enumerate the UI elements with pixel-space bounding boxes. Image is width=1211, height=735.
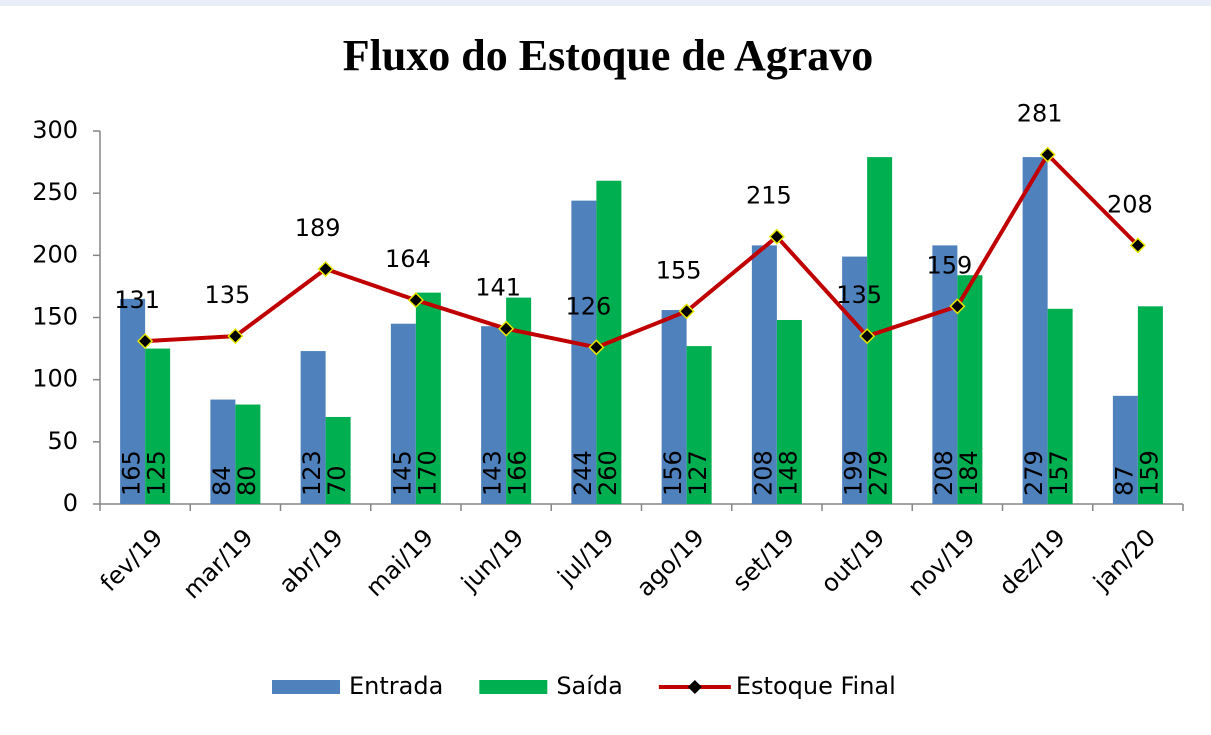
legend-label: Saída <box>556 672 623 700</box>
bar <box>1137 306 1163 504</box>
bar-value-label: 208 <box>749 450 777 496</box>
bar-value-label: 165 <box>118 450 146 496</box>
y-tick-label: 100 <box>32 365 78 393</box>
bar <box>120 298 146 504</box>
bar-value-label: 279 <box>865 450 893 496</box>
bar-value-label: 80 <box>233 465 261 496</box>
line-value-label: 135 <box>836 281 882 309</box>
x-tick-label: jun/19 <box>455 523 529 597</box>
bar <box>776 319 802 504</box>
y-tick-label: 0 <box>63 489 78 517</box>
legend-label: Estoque Final <box>736 672 896 700</box>
line-value-label: 131 <box>114 286 160 314</box>
line-marker <box>317 260 334 278</box>
line-value-label: 208 <box>1107 190 1153 218</box>
top-strip <box>0 0 1211 6</box>
bar-value-label: 159 <box>1135 450 1163 496</box>
line-value-label: 215 <box>746 182 792 210</box>
line-marker <box>588 339 605 356</box>
bar <box>325 416 351 504</box>
line-value-label: 281 <box>1017 100 1063 128</box>
bar <box>235 404 261 504</box>
bar-value-label: 84 <box>208 465 236 496</box>
legend-swatch <box>479 680 548 694</box>
bar-value-label: 156 <box>659 450 687 496</box>
line-value-label: 189 <box>295 214 341 242</box>
line <box>145 152 1140 350</box>
bar-value-label: 170 <box>413 450 441 496</box>
bar <box>481 326 507 504</box>
line-value-label: 126 <box>565 292 611 320</box>
line-marker <box>1129 237 1146 254</box>
bar <box>661 310 687 504</box>
bar-value-label: 70 <box>323 465 351 496</box>
line-value-label: 141 <box>475 274 521 302</box>
bar-value-label: 125 <box>143 450 171 496</box>
y-tick-label: 200 <box>32 240 78 268</box>
legend-swatch <box>272 680 340 694</box>
bar-value-label: 244 <box>569 450 597 496</box>
line-marker <box>949 298 966 315</box>
x-tick-label: jan/20 <box>1087 523 1161 597</box>
bar <box>686 346 712 504</box>
line-marker <box>859 328 876 345</box>
line-value-label: 135 <box>204 281 250 309</box>
bar <box>1022 157 1048 505</box>
line-value-label: 155 <box>656 256 702 284</box>
bar <box>571 200 597 505</box>
x-tick-label: abr/19 <box>274 523 349 598</box>
bar-value-label: 145 <box>388 450 416 496</box>
x-tick-label: nov/19 <box>902 523 980 601</box>
line-marker <box>768 228 785 245</box>
bar-value-label: 127 <box>684 450 712 496</box>
bar <box>145 348 171 504</box>
bar-value-label: 157 <box>1045 450 1073 496</box>
bar-value-label: 123 <box>298 450 326 496</box>
line-marker <box>227 328 244 345</box>
chart-title: Fluxo do Estoque de Agravo <box>343 31 874 80</box>
bar <box>210 399 236 504</box>
bar <box>415 292 441 504</box>
bar <box>842 256 868 504</box>
line-value-label: 159 <box>926 251 972 279</box>
bar-value-label: 279 <box>1020 450 1048 496</box>
line-marker <box>407 292 424 309</box>
x-tick-label: out/19 <box>815 523 890 598</box>
line-marker <box>498 320 515 337</box>
bar-value-label: 87 <box>1110 465 1138 496</box>
bar-value-label: 148 <box>774 450 802 496</box>
y-tick-label: 250 <box>32 178 78 206</box>
legend-marker <box>687 680 702 694</box>
line-marker <box>137 333 154 350</box>
x-tick-label: mar/19 <box>178 523 259 604</box>
bar <box>300 351 326 504</box>
bar <box>1047 308 1073 504</box>
x-tick-label: dez/19 <box>994 523 1071 600</box>
line-marker <box>1039 146 1056 163</box>
line-marker <box>678 303 695 320</box>
line-value-label: 164 <box>385 245 431 273</box>
bar-value-label: 166 <box>504 450 532 496</box>
bar-value-label: 199 <box>840 450 868 496</box>
bar <box>932 245 958 505</box>
bar-value-label: 184 <box>955 450 983 496</box>
x-tick-label: set/19 <box>727 523 800 596</box>
bar <box>390 323 416 504</box>
y-tick-label: 300 <box>32 116 78 144</box>
y-tick-label: 50 <box>47 427 78 455</box>
bar-value-label: 143 <box>479 450 507 496</box>
x-tick-label: ago/19 <box>631 523 710 602</box>
x-tick-label: fev/19 <box>95 523 169 597</box>
y-tick-label: 150 <box>32 303 78 331</box>
bar <box>751 245 777 505</box>
bar-value-label: 208 <box>930 450 958 496</box>
bar <box>1112 395 1138 504</box>
bar-value-label: 260 <box>594 450 622 496</box>
legend-label: Entrada <box>349 672 443 700</box>
bar <box>957 275 983 504</box>
x-tick-label: mai/19 <box>360 523 439 602</box>
x-tick-label: jul/19 <box>552 523 620 591</box>
